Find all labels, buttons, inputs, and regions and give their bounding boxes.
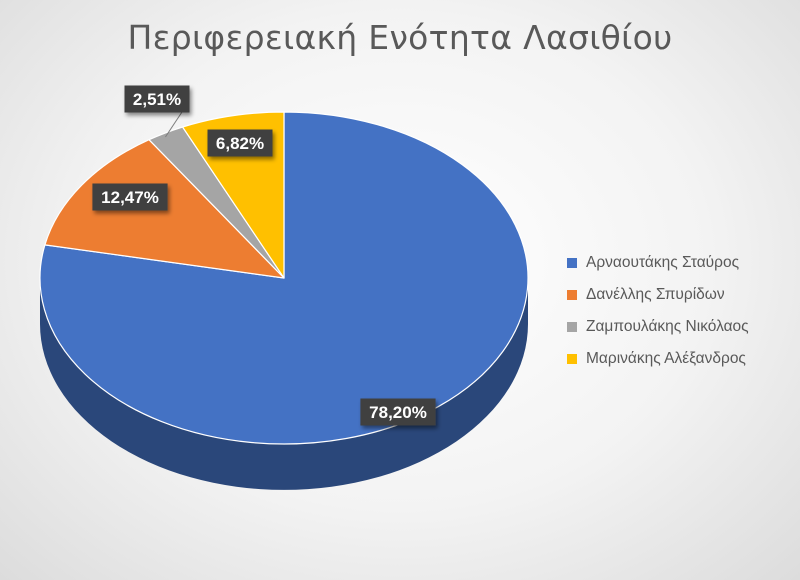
legend-label: Μαρινάκης Αλέξανδρος — [586, 350, 746, 367]
legend-label: Ζαμπουλάκης Νικόλαος — [586, 318, 749, 335]
svg-text:6,82%: 6,82% — [216, 134, 264, 153]
pie-side-walls — [40, 278, 528, 490]
chart-title: Περιφερειακή Ενότητα Λασιθίου — [127, 18, 673, 57]
legend: Αρναουτάκης Σταύρος Δανέλλης Σπυρίδων Ζαμπ… — [567, 254, 749, 368]
legend-swatch — [567, 290, 577, 300]
svg-text:12,47%: 12,47% — [101, 188, 159, 207]
pie-slices — [39, 111, 529, 445]
data-label-1: 12,47% — [92, 183, 168, 211]
legend-swatch — [567, 322, 577, 332]
pie-side-0 — [40, 278, 528, 490]
legend-item: Αρναουτάκης Σταύρος — [567, 254, 749, 272]
svg-text:78,20%: 78,20% — [369, 403, 427, 422]
legend-label: Δανέλλης Σπυρίδων — [586, 286, 725, 303]
data-label-2: 2,51% — [124, 85, 190, 113]
leader-line — [165, 111, 183, 138]
legend-item: Μαρινάκης Αλέξανδρος — [567, 350, 749, 368]
data-labels: 78,20% 12,47% 2,51% 6,82% — [92, 85, 436, 426]
data-label-0: 78,20% — [360, 398, 436, 426]
legend-label: Αρναουτάκης Σταύρος — [586, 254, 740, 271]
legend-swatch — [567, 354, 577, 364]
svg-text:2,51%: 2,51% — [133, 90, 181, 109]
pie-slice-0 — [39, 111, 529, 445]
legend-item: Ζαμπουλάκης Νικόλαος — [567, 318, 749, 336]
data-label-3: 6,82% — [207, 129, 273, 157]
legend-item: Δανέλλης Σπυρίδων — [567, 286, 749, 304]
legend-swatch — [567, 258, 577, 268]
